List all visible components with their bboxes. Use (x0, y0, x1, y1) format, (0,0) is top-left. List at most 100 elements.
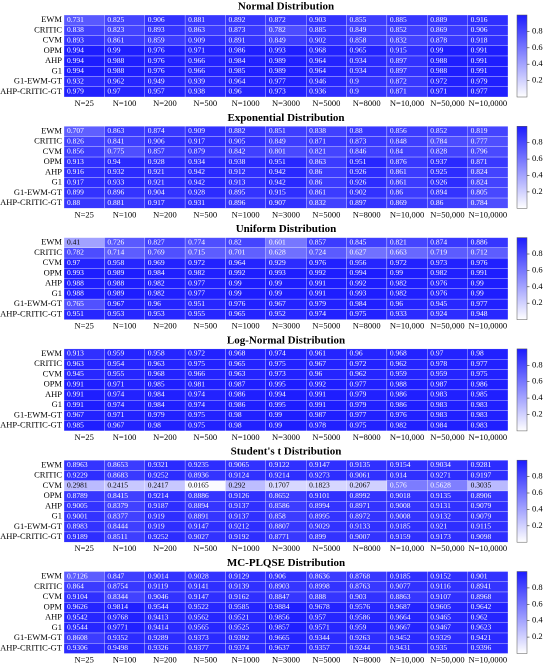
column-label: N=200 (153, 543, 177, 553)
row-label: G1 (52, 288, 62, 298)
cell-value: 0.964 (309, 56, 326, 65)
cell-value: 0.9159 (390, 532, 411, 541)
cell-value: 0.983 (430, 390, 447, 399)
cell-value: 0.9856 (269, 612, 290, 621)
colorbar-tick-label: 0.2 (532, 520, 543, 530)
column-label: N=500 (193, 654, 217, 664)
heat-cell (467, 531, 509, 543)
row-label: OPM (44, 601, 63, 611)
cell-value: 0.9373 (188, 633, 209, 642)
cell-value: 0.988 (107, 56, 124, 65)
cell-value: 0.894 (430, 188, 447, 197)
cell-value: 0.926 (350, 177, 367, 186)
cell-value: 0.972 (188, 349, 205, 358)
cell-value: 0.715 (188, 248, 205, 257)
row-label: G1-EWM-GT (14, 187, 63, 197)
cell-value: 0.9498 (107, 643, 128, 652)
column-label: N=25 (74, 98, 93, 108)
cell-value: 0.902 (350, 188, 367, 197)
cell-value: 0.8444 (107, 522, 128, 531)
cell-value: 0.9271 (430, 470, 451, 479)
cell-value: 0.977 (471, 299, 488, 308)
cell-value: 0.714 (107, 248, 124, 257)
cell-value: 0.983 (430, 400, 447, 409)
cell-value: 0.994 (67, 66, 84, 75)
cell-value: 0.916 (471, 15, 488, 24)
column-label: N=200 (153, 98, 177, 108)
column-label: N=10,000 (390, 654, 424, 664)
cell-value: 0.963 (228, 369, 245, 378)
panel-title: Normal Distribution (238, 1, 334, 13)
cell-value: 0.292 (228, 481, 245, 490)
cell-value: 0.8941 (471, 582, 492, 591)
cell-value: 0.9046 (148, 592, 169, 601)
column-label: N=10,000 (390, 98, 424, 108)
cell-value: 0.975 (188, 359, 205, 368)
cell-value: 0.979 (148, 410, 165, 419)
cell-value: 0.954 (107, 359, 124, 368)
colorbar-tick-label: 0.2 (532, 631, 543, 641)
cell-value: 0.97 (430, 349, 443, 358)
row-label: OPM (44, 490, 63, 500)
cell-value: 0.988 (390, 379, 407, 388)
cell-value: 0.96 (390, 299, 403, 308)
cell-value: 0.726 (107, 237, 124, 246)
cell-value: 0.99 (269, 278, 282, 287)
cell-value: 0.953 (148, 309, 165, 318)
cell-value: 0.959 (390, 369, 407, 378)
cell-value: 0.9124 (228, 470, 249, 479)
cell-value: 0.9147 (188, 592, 209, 601)
cell-value: 0.921 (148, 167, 165, 176)
cell-value: 0.893 (148, 25, 165, 34)
cell-value: 0.989 (107, 289, 124, 298)
cell-value: 0.983 (471, 420, 488, 429)
cell-value: 0.856 (390, 126, 407, 135)
cell-value: 0.824 (471, 167, 488, 176)
cell-value: 0.965 (228, 309, 245, 318)
column-label: N=10,0000 (469, 654, 508, 664)
cell-value: 0.9413 (148, 612, 169, 621)
cell-value: 0.719 (430, 248, 447, 257)
cell-value: 0.9107 (430, 592, 451, 601)
cell-value: 0.991 (67, 379, 84, 388)
cell-value: 0.959 (107, 349, 124, 358)
cell-value: 0.774 (188, 237, 205, 246)
cell-value: 0.869 (390, 198, 407, 207)
colorbar-tick-label: 0.4 (532, 58, 543, 68)
cell-value: 0.959 (350, 623, 367, 632)
row-label: OPM (44, 156, 63, 166)
cell-value: 0.99 (269, 410, 282, 419)
cell-value: 0.98 (471, 349, 484, 358)
cell-value: 0.989 (269, 66, 286, 75)
row-label: AHP (45, 278, 62, 288)
cell-value: 0.889 (430, 15, 447, 24)
cell-value: 0.859 (148, 35, 165, 44)
row-label: CVM (43, 591, 63, 601)
cell-value: 0.8963 (67, 460, 88, 469)
cell-value: 0.938 (188, 87, 205, 96)
cell-value: 0.8903 (269, 582, 290, 591)
row-label: AHP-CRITIC-GT (0, 531, 63, 541)
cell-value: 0.967 (107, 299, 124, 308)
cell-value: 0.926 (350, 167, 367, 176)
cell-value: 0.896 (228, 198, 245, 207)
cell-value: 0.971 (430, 87, 447, 96)
cell-value: 0.824 (471, 177, 488, 186)
cell-value: 0.989 (107, 268, 124, 277)
cell-value: 0.9414 (148, 623, 169, 632)
column-label: N=500 (193, 98, 217, 108)
column-label: N=3000 (272, 654, 300, 664)
cell-value: 0.991 (67, 400, 84, 409)
colorbar-tick-label: 0.6 (532, 264, 543, 274)
cell-value: 0.2981 (67, 481, 88, 490)
cell-value: 0.975 (350, 309, 367, 318)
cell-value: 0.942 (269, 177, 286, 186)
cell-value: 0.986 (390, 390, 407, 399)
cell-value: 0.841 (107, 136, 124, 145)
cell-value: 0.968 (148, 369, 165, 378)
cell-value: 0.975 (188, 420, 205, 429)
cell-value: 0.832 (309, 198, 326, 207)
cell-value: 0.885 (390, 15, 407, 24)
cell-value: 0.9544 (148, 602, 169, 611)
cell-value: 0.98 (228, 420, 241, 429)
